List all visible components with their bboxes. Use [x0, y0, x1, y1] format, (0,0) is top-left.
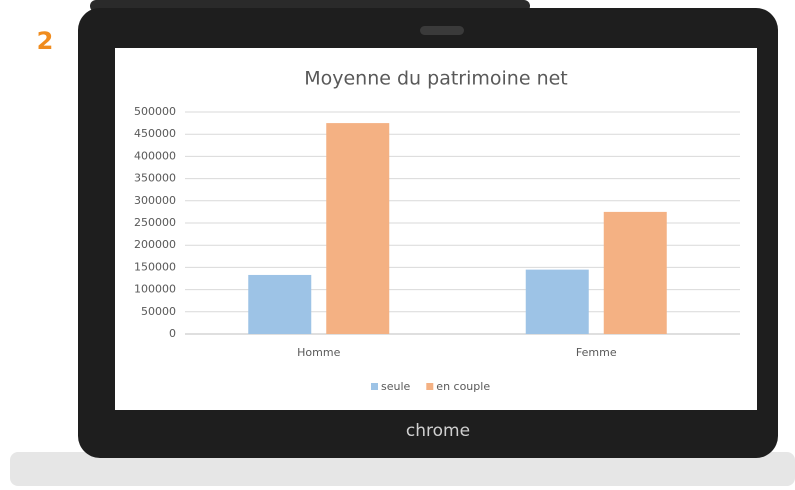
legend-swatch [371, 383, 378, 390]
y-tick-label: 400000 [134, 149, 176, 162]
camera [420, 26, 464, 35]
bar [326, 123, 390, 334]
y-tick-label: 0 [169, 327, 176, 340]
y-tick-label: 350000 [134, 172, 176, 185]
y-tick-label: 100000 [134, 283, 176, 296]
y-tick-label: 200000 [134, 238, 176, 251]
laptop-base [10, 452, 795, 486]
chart-title: Moyenne du patrimoine net [304, 68, 568, 90]
x-tick-label: Femme [576, 346, 617, 359]
legend-label: seule [381, 380, 411, 393]
y-tick-label: 300000 [134, 194, 176, 207]
bar [525, 269, 589, 334]
bar [603, 211, 667, 334]
bar [248, 274, 312, 334]
y-tick-label: 150000 [134, 260, 176, 273]
y-tick-label: 500000 [134, 105, 176, 118]
badge: 2 [37, 27, 54, 55]
y-tick-label: 450000 [134, 127, 176, 140]
device-label: chrome [406, 421, 470, 441]
y-tick-label: 250000 [134, 216, 176, 229]
y-tick-label: 50000 [141, 305, 176, 318]
legend-label: en couple [436, 380, 490, 393]
x-tick-label: Homme [297, 346, 340, 359]
legend-swatch [426, 383, 434, 390]
